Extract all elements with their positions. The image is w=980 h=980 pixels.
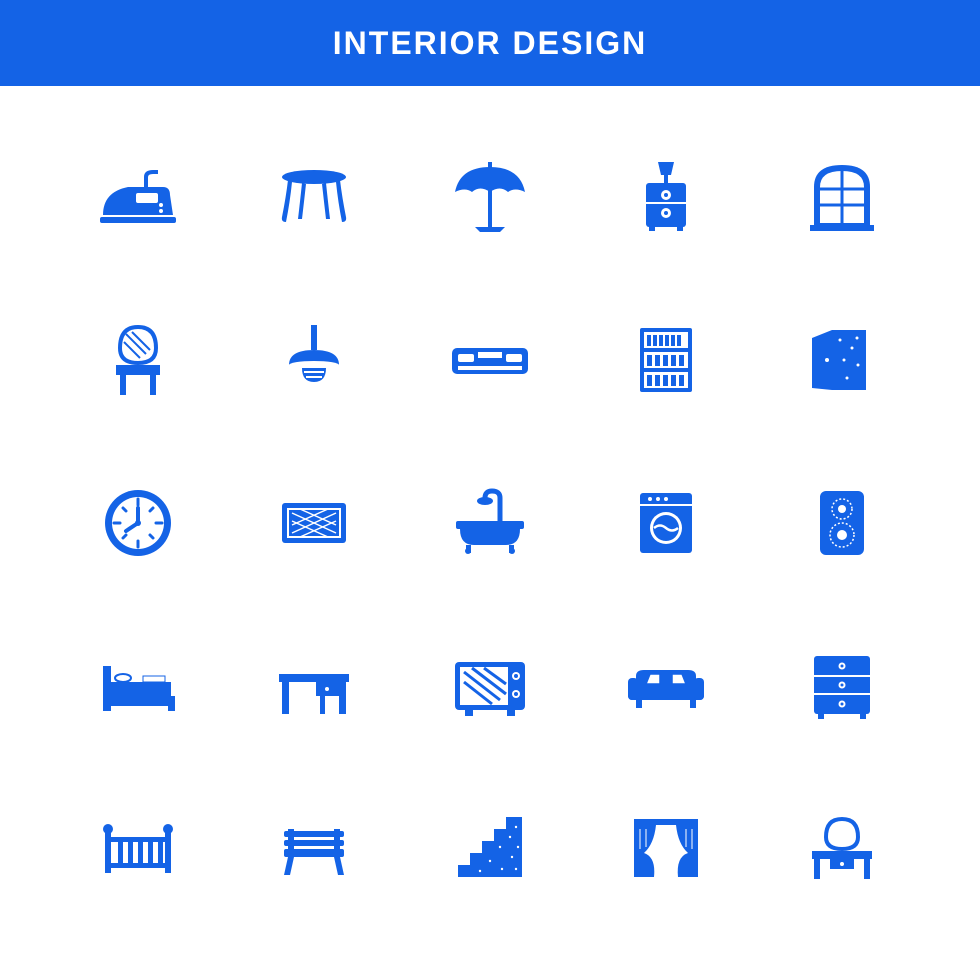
speaker-icon xyxy=(764,452,920,595)
umbrella-icon xyxy=(412,126,568,269)
header-banner: INTERIOR DESIGN xyxy=(0,0,980,86)
air-conditioner-icon xyxy=(412,289,568,432)
fence-icon xyxy=(60,777,216,920)
nightstand-lamp-icon xyxy=(588,126,744,269)
open-door-icon xyxy=(764,289,920,432)
table-icon xyxy=(236,126,392,269)
pendant-lamp-icon xyxy=(236,289,392,432)
iron-icon xyxy=(60,126,216,269)
stairs-icon xyxy=(412,777,568,920)
bench-icon xyxy=(236,777,392,920)
washing-machine-icon xyxy=(588,452,744,595)
carpet-icon xyxy=(236,452,392,595)
vanity-mirror-icon xyxy=(60,289,216,432)
header-title: INTERIOR DESIGN xyxy=(333,25,647,62)
curtains-icon xyxy=(588,777,744,920)
sofa-icon xyxy=(588,614,744,757)
bookshelf-icon xyxy=(588,289,744,432)
dressing-table-icon xyxy=(764,777,920,920)
clock-icon xyxy=(60,452,216,595)
bed-icon xyxy=(60,614,216,757)
window-arch-icon xyxy=(764,126,920,269)
television-icon xyxy=(412,614,568,757)
icon-grid xyxy=(0,86,980,980)
dresser-icon xyxy=(764,614,920,757)
bathtub-shower-icon xyxy=(412,452,568,595)
desk-icon xyxy=(236,614,392,757)
